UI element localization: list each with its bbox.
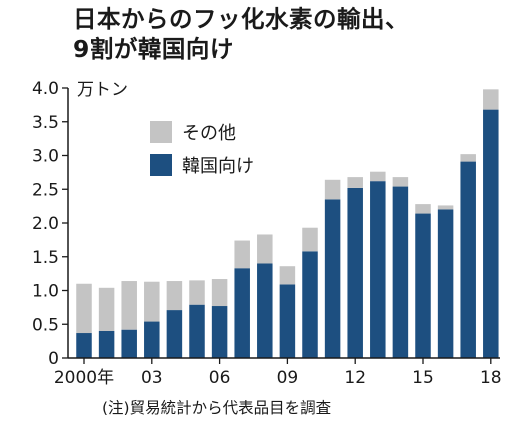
- bar-korea-2016: [437, 209, 454, 358]
- x-tick-label-2006: 06: [209, 368, 231, 388]
- bar-other-2009: [279, 266, 296, 285]
- bar-other-2014: [392, 177, 409, 187]
- bar-other-2011: [324, 179, 341, 200]
- bar-korea-2012: [347, 187, 363, 358]
- y-axis-unit-label: 万トン: [77, 80, 128, 100]
- bar-korea-2010: [302, 251, 318, 358]
- bar-other-2018: [483, 89, 499, 110]
- source-note: (注)貿易統計から代表品目を調査: [102, 399, 332, 417]
- axes-group: [62, 87, 500, 364]
- legend-swatch-korea: [150, 154, 172, 176]
- bar-korea-2008: [257, 263, 273, 358]
- bar-other-2005: [189, 280, 205, 305]
- y-tick-label-2.0: 2.0: [32, 214, 59, 234]
- legend-label-other: その他: [182, 123, 236, 144]
- x-tick-label-2012: 12: [344, 368, 366, 388]
- bar-other-2001: [98, 287, 115, 331]
- bar-other-2016: [437, 205, 454, 210]
- y-tick-label-0.5: 0.5: [32, 315, 59, 335]
- bar-korea-2007: [234, 268, 250, 358]
- bar-other-2007: [234, 240, 250, 269]
- chart-title-line-2: 9割が韓国向け: [73, 35, 234, 63]
- x-tick-label-2015: 15: [412, 368, 434, 388]
- bars-group: [76, 89, 499, 358]
- bar-other-2006: [211, 279, 228, 307]
- bar-other-2015: [415, 204, 431, 214]
- bar-korea-2000: [76, 333, 92, 358]
- y-tick-label-1.5: 1.5: [32, 248, 59, 268]
- y-tick-label-3.5: 3.5: [32, 113, 59, 133]
- bar-korea-2002: [121, 329, 137, 358]
- bar-korea-2013: [370, 181, 386, 358]
- x-tick-label-2003: 03: [141, 368, 163, 388]
- chart-title-line-1: 日本からのフッ化水素の輸出、: [73, 5, 409, 33]
- bar-korea-2017: [460, 161, 476, 358]
- y-tick-label-4.0: 4.0: [32, 79, 59, 99]
- bar-other-2004: [166, 281, 183, 311]
- y-tick-label-1.0: 1.0: [32, 282, 59, 302]
- legend-label-korea: 韓国向け: [182, 156, 254, 177]
- bar-korea-2006: [211, 306, 228, 358]
- bar-other-2013: [370, 171, 386, 182]
- bar-other-2002: [121, 281, 137, 330]
- bar-korea-2018: [483, 109, 499, 358]
- tick-labels-group: 0 0.5 1.0 1.5 2.0 2.5 3.0 3.5 4.0 2000年 03 06 09 12 15…: [32, 79, 502, 388]
- bar-korea-2015: [415, 213, 431, 358]
- bar-other-2008: [257, 234, 273, 264]
- x-tick-label-2009: 09: [277, 368, 299, 388]
- bar-other-2012: [347, 177, 363, 188]
- chart-title: 日本からのフッ化水素の輸出、 9割が韓国向け: [73, 4, 409, 64]
- bar-other-2017: [460, 154, 476, 162]
- bar-korea-2009: [279, 284, 296, 358]
- y-tick-label-0: 0: [48, 349, 59, 369]
- bar-korea-2004: [166, 310, 183, 358]
- x-tick-label-2018: 18: [480, 368, 502, 388]
- x-tick-label-2000: 2000年: [54, 368, 114, 388]
- bar-other-2003: [144, 281, 160, 322]
- y-tick-label-2.5: 2.5: [32, 180, 59, 200]
- bar-other-2000: [76, 283, 92, 334]
- bar-other-2010: [302, 227, 318, 252]
- bar-korea-2005: [189, 304, 205, 358]
- bar-korea-2001: [98, 331, 115, 358]
- y-tick-label-3.0: 3.0: [32, 147, 59, 167]
- bar-korea-2003: [144, 321, 160, 358]
- bar-korea-2014: [392, 186, 409, 358]
- bar-korea-2011: [324, 199, 341, 358]
- legend-swatch-other: [150, 121, 172, 143]
